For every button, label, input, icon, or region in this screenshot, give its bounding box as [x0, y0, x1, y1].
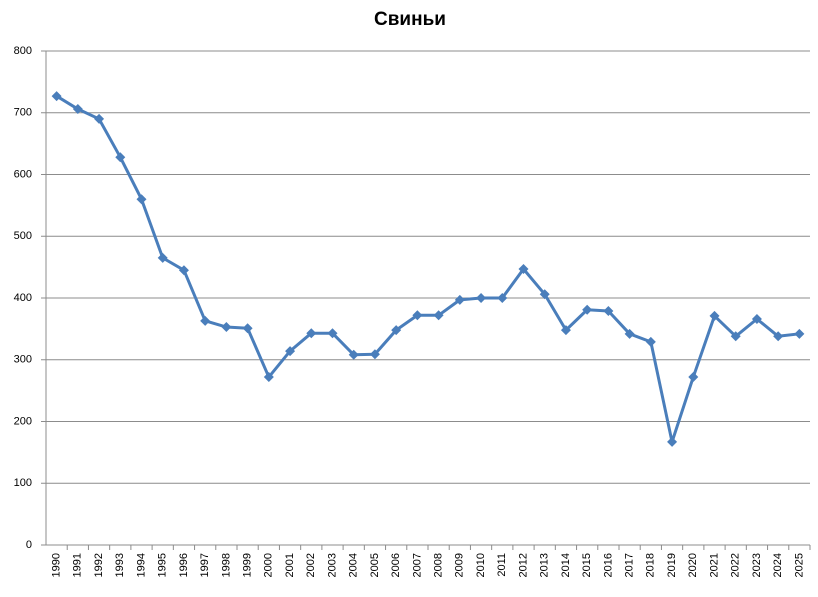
x-tick-label: 2016 — [602, 553, 614, 577]
data-point — [306, 328, 317, 339]
y-tick-label: 100 — [14, 477, 32, 489]
x-tick-label: 2011 — [496, 553, 508, 577]
data-point — [115, 152, 126, 163]
x-tick-label: 2022 — [730, 553, 742, 577]
data-point — [242, 323, 253, 334]
data-point — [667, 436, 678, 447]
x-tick-label: 2018 — [645, 553, 657, 577]
x-tick-label: 2010 — [475, 553, 487, 577]
x-tick-label: 1992 — [93, 553, 105, 577]
data-point — [582, 304, 593, 315]
x-tick-label: 2020 — [687, 553, 699, 577]
x-tick-label: 2008 — [433, 553, 445, 577]
data-point — [263, 372, 274, 383]
data-point — [730, 331, 741, 342]
data-point — [794, 328, 805, 339]
x-tick-label: 1990 — [51, 553, 63, 577]
x-tick-label: 2007 — [411, 553, 423, 577]
data-point — [433, 310, 444, 321]
x-tick-label: 1997 — [199, 553, 211, 577]
y-tick-label: 600 — [14, 168, 32, 180]
data-point — [476, 293, 487, 303]
y-tick-label: 500 — [14, 230, 32, 242]
data-point — [709, 310, 720, 321]
data-point — [454, 294, 465, 305]
data-point — [497, 293, 508, 303]
x-tick-label: 2001 — [284, 553, 296, 577]
x-tick-label: 2024 — [772, 553, 784, 577]
data-point — [72, 104, 83, 115]
x-tick-label: 2014 — [560, 553, 572, 577]
data-point — [221, 322, 232, 333]
data-point — [178, 265, 189, 276]
x-tick-label: 2017 — [624, 553, 636, 577]
data-point — [157, 252, 168, 263]
data-point — [136, 194, 147, 205]
x-tick-label: 2002 — [305, 553, 317, 577]
data-point — [751, 313, 762, 324]
data-point — [391, 325, 402, 336]
x-tick-label: 2021 — [708, 553, 720, 577]
data-point — [539, 289, 550, 300]
x-tick-label: 2004 — [348, 553, 360, 577]
y-tick-label: 0 — [26, 539, 32, 551]
data-point — [688, 372, 699, 383]
y-tick-label: 200 — [14, 415, 32, 427]
data-point — [624, 328, 635, 339]
data-point — [200, 315, 211, 326]
data-point — [285, 346, 296, 357]
x-tick-label: 1994 — [135, 553, 147, 577]
data-point — [773, 331, 784, 342]
x-tick-label: 2015 — [581, 553, 593, 577]
y-tick-label: 300 — [14, 354, 32, 366]
x-tick-label: 2025 — [793, 553, 805, 577]
chart-title: Свиньи — [374, 9, 446, 30]
x-tick-label: 1995 — [157, 553, 169, 577]
x-tick-label: 2009 — [454, 553, 466, 577]
data-point — [327, 328, 338, 339]
x-tick-label: 1998 — [220, 553, 232, 577]
x-tick-label: 1999 — [242, 553, 254, 577]
data-point — [369, 349, 380, 360]
x-tick-label: 2006 — [390, 553, 402, 577]
x-tick-label: 2013 — [539, 553, 551, 577]
data-point — [518, 263, 529, 274]
x-tick-label: 2012 — [517, 553, 529, 577]
data-point — [645, 336, 656, 347]
data-point — [560, 325, 571, 336]
x-tick-label: 2005 — [369, 553, 381, 577]
x-tick-label: 2000 — [263, 553, 275, 577]
x-tick-label: 1991 — [72, 553, 84, 577]
x-tick-label: 1996 — [178, 553, 190, 577]
x-tick-label: 2023 — [751, 553, 763, 577]
x-tick-label: 2003 — [326, 553, 338, 577]
data-point — [51, 91, 62, 102]
x-tick-label: 2019 — [666, 553, 678, 577]
x-tick-label: 1993 — [114, 553, 126, 577]
y-tick-label: 700 — [14, 107, 32, 119]
data-point — [348, 349, 359, 360]
data-point — [94, 113, 105, 124]
data-point — [603, 305, 614, 316]
data-line — [55, 94, 800, 444]
y-tick-label: 800 — [14, 45, 32, 57]
data-point — [412, 310, 423, 321]
y-tick-label: 400 — [14, 292, 32, 304]
